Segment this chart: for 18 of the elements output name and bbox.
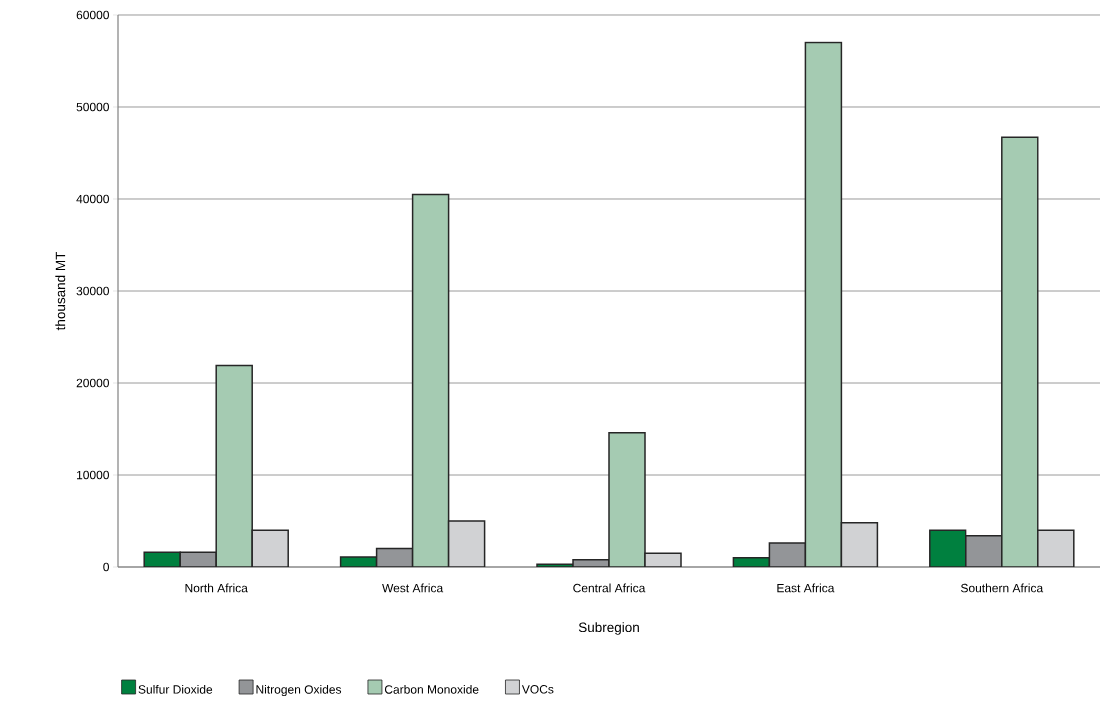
y-tick-label: 30000 <box>76 286 109 296</box>
legend-label: Sulfur Dioxide <box>138 684 213 694</box>
y-tick-label: 50000 <box>76 102 109 112</box>
y-tick-label: 0 <box>103 562 110 572</box>
x-axis-title: Subregion <box>578 622 639 635</box>
y-tick-label: 10000 <box>77 470 109 480</box>
legend-label: Nitrogen Oxides <box>256 684 342 697</box>
x-tick-label: North Africa <box>185 583 248 593</box>
legend-label: VOCs <box>521 685 554 694</box>
y-tick-label: 60000 <box>76 10 109 20</box>
x-tick-label: East Africa <box>777 583 835 593</box>
x-tick-label: Southern Africa <box>961 583 1044 593</box>
y-axis-title: thousand MT <box>55 251 66 331</box>
y-tick-label: 40000 <box>76 194 109 204</box>
legend-label: Carbon Monoxide <box>384 684 479 694</box>
x-tick-label: West Africa <box>382 583 444 593</box>
y-tick-label: 20000 <box>76 378 109 388</box>
x-tick-label: Central Africa <box>573 583 646 593</box>
